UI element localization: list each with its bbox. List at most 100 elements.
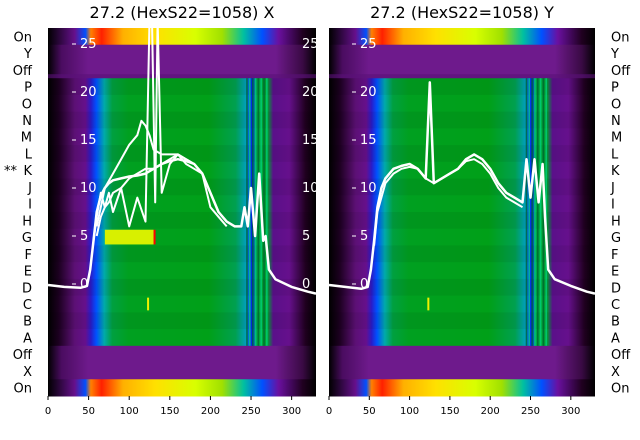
row-label: I: [611, 198, 615, 213]
heatmap-streak: [542, 78, 545, 346]
y-overlay-tick-label: 5: [80, 229, 88, 244]
row-label: F: [25, 248, 32, 263]
heatmap-row: [48, 345, 316, 364]
x-tick-label: 200: [201, 406, 220, 417]
row-label: M: [21, 131, 32, 146]
row-label: H: [611, 214, 621, 229]
row-marker: **: [4, 164, 18, 179]
band-edge: [329, 74, 595, 79]
heatmap-row: [329, 295, 595, 313]
band-edge: [48, 74, 316, 79]
row-label: H: [22, 214, 32, 229]
heatmap-row-shade: [48, 212, 316, 230]
y-overlay-tick-label: 25: [360, 37, 377, 52]
heatmap-row: [329, 44, 595, 62]
heatmap-streak: [257, 78, 260, 346]
y-overlay-tick-label: 0: [80, 277, 88, 292]
row-label: On: [14, 382, 32, 397]
panel-y: 0 5 10 15 20 25 27.2 (HexS22=1058) Y On Y Off PONM…: [326, 3, 631, 417]
row-label: E: [611, 265, 619, 280]
x-tick-label: 200: [481, 406, 500, 417]
heatmap-row: [48, 28, 316, 46]
y-overlay-tick-label: 20: [360, 85, 377, 100]
heatmap-row-shade: [329, 312, 595, 330]
row-label: D: [22, 281, 32, 296]
heatmap-streak: [266, 78, 268, 346]
row-label: A: [611, 331, 620, 346]
heatmap-row: [329, 379, 595, 397]
row-label: K: [23, 164, 32, 179]
panel-x: 0 0 5 5 10 10 15 15 20 20 25 25 27.2 (HexS22=1058) X…: [4, 3, 319, 417]
row-label: E: [24, 265, 32, 280]
heatmap-row-shade: [329, 212, 595, 230]
y-overlay-tick-label-right: 5: [302, 229, 310, 244]
row-label: On: [611, 382, 629, 397]
row-label: P: [24, 81, 32, 96]
heatmap-streak: [539, 78, 542, 346]
x-tick-label: 0: [326, 406, 332, 417]
x-tick-label: 250: [241, 406, 260, 417]
heatmap-row: [329, 195, 595, 213]
heatmap-row: [48, 161, 316, 180]
y-overlay-tick-label: 15: [80, 133, 97, 148]
heatmap-row: [48, 362, 316, 380]
heatmap-row: [329, 329, 595, 347]
row-label: N: [611, 114, 621, 129]
y-overlay-tick-label: 25: [80, 37, 97, 52]
y-overlay-tick-label-right: 15: [302, 133, 319, 148]
x-tick-label: 150: [440, 406, 459, 417]
row-label: B: [23, 315, 32, 330]
row-label: B: [611, 315, 620, 330]
heatmap-streak: [536, 78, 539, 346]
row-label: A: [23, 331, 32, 346]
x-tick-label: 300: [561, 406, 580, 417]
y-overlay-tick-label: 5: [360, 229, 368, 244]
heatmap-row: [48, 295, 316, 313]
heatmap-row: [48, 329, 316, 347]
series-line: [373, 158, 524, 246]
row-label: On: [14, 30, 32, 45]
series-line: [95, 119, 220, 227]
row-label: P: [611, 81, 619, 96]
row-label: Off: [611, 348, 631, 363]
row-label: Off: [13, 64, 33, 79]
heatmap-streak: [263, 78, 265, 346]
row-label: G: [22, 231, 32, 246]
row-label: F: [611, 248, 618, 263]
y-overlay-tick-label: 15: [360, 133, 377, 148]
row-label: Off: [13, 348, 33, 363]
row-label: D: [611, 281, 621, 296]
row-label: N: [22, 114, 32, 129]
chart-title: 27.2 (HexS22=1058) X: [90, 3, 275, 22]
c-row-mark: [147, 297, 150, 311]
row-label: J: [610, 181, 615, 196]
heatmap-streak: [528, 78, 531, 346]
row-label: X: [611, 365, 620, 380]
y-overlay-tick-label-right: 20: [302, 85, 319, 100]
row-label: O: [611, 97, 621, 112]
chart-title: 27.2 (HexS22=1058) Y: [370, 3, 554, 22]
y-overlay-tick-label-right: 10: [302, 181, 319, 196]
x-tick-label: 150: [160, 406, 179, 417]
x-tick-label: 250: [521, 406, 540, 417]
heatmap-row-shade: [329, 111, 595, 129]
heatmap-row: [329, 362, 595, 380]
highlight-cell-edge: [153, 229, 156, 245]
row-label: L: [25, 147, 33, 162]
row-label: On: [611, 30, 629, 45]
row-label: Off: [611, 64, 631, 79]
row-label: G: [611, 231, 621, 246]
x-tick-label: 50: [82, 406, 95, 417]
heatmap-row: [48, 379, 316, 397]
y-overlay-tick-label: 10: [360, 181, 377, 196]
row-label: X: [23, 365, 32, 380]
heatmap-row: [329, 345, 595, 364]
row-label: Y: [610, 47, 619, 62]
y-overlay-tick-label-right: 25: [302, 37, 319, 52]
row-label: L: [611, 147, 619, 162]
heatmap-streak: [246, 78, 248, 346]
row-label: K: [611, 164, 620, 179]
heatmap-row: [329, 228, 595, 246]
row-label: I: [28, 198, 32, 213]
